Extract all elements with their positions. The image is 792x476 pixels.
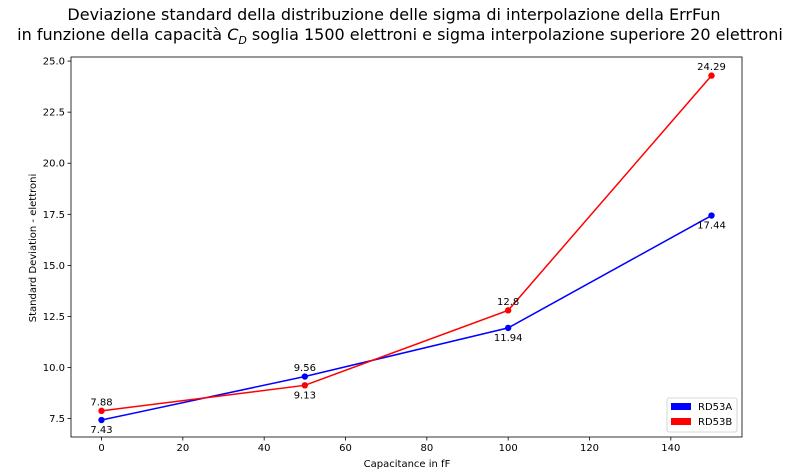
- y-tick-label: 25.0: [43, 57, 65, 68]
- x-tick-label: 40: [258, 443, 271, 454]
- y-tick-label: 12.5: [43, 312, 65, 323]
- x-tick-label: 20: [176, 443, 189, 454]
- chart-title-line2: in funzione della capacità CD soglia 150…: [17, 25, 783, 47]
- data-point-rd53a: [98, 416, 105, 424]
- data-point-rd53b: [504, 307, 512, 314]
- y-tick-label: 7.5: [49, 414, 65, 425]
- x-tick-label: 100: [499, 443, 518, 454]
- chart-title-line2-prefix: in funzione della capacità: [17, 25, 227, 44]
- data-label-rd53a: 7.43: [90, 425, 112, 436]
- y-tick-label: 22.5: [43, 108, 65, 119]
- data-point-rd53b: [98, 407, 105, 415]
- x-tick-label: 120: [580, 443, 599, 454]
- legend-label-rd53b: RD53B: [698, 417, 732, 428]
- data-label-rd53a: 11.94: [494, 333, 523, 344]
- data-label-rd53b: 9.13: [294, 390, 316, 401]
- y-axis-label: Standard Deviation - elettroni: [28, 174, 39, 323]
- series-line-rd53b: [101, 75, 713, 412]
- legend-label-rd53a: RD53A: [698, 402, 732, 413]
- legend-swatch-rd53a: [671, 403, 691, 410]
- data-point-rd53a: [301, 373, 309, 380]
- y-tick-label: 20.0: [43, 159, 65, 170]
- y-tick-label: 10.0: [43, 363, 65, 374]
- data-label-rd53b: 7.88: [90, 397, 112, 408]
- plot-area: 0 20 40 60 80 100 120 140 7.5 10.0 12.5 15.0 17.5 20.…: [43, 56, 743, 454]
- chart-title-line2-suffix: soglia 1500 elettroni e sigma interpolaz…: [247, 25, 783, 44]
- chart-title-line1: Deviazione standard della distribuzione …: [67, 5, 720, 24]
- data-label-rd53a: 9.56: [294, 363, 316, 374]
- x-tick-label: 0: [98, 443, 104, 454]
- data-point-rd53b: [301, 382, 309, 389]
- data-label-rd53b: 24.29: [697, 62, 726, 73]
- data-point-rd53a: [708, 212, 715, 219]
- chart-title-subscript: D: [238, 34, 246, 47]
- series-line-rd53a: [101, 214, 712, 421]
- plot-frame: [70, 56, 743, 438]
- y-tick-label: 17.5: [43, 210, 65, 221]
- x-tick-label: 140: [661, 443, 680, 454]
- data-point-rd53a: [504, 324, 512, 332]
- data-label-rd53a: 17.44: [697, 221, 726, 232]
- y-tick-label: 15.0: [43, 261, 65, 272]
- legend-swatch-rd53b: [671, 418, 691, 425]
- data-label-rd53b: 12.8: [497, 297, 519, 308]
- data-point-rd53b: [708, 72, 715, 79]
- chart-title-symbol: C: [227, 25, 239, 44]
- x-tick-label: 60: [339, 443, 352, 454]
- x-axis-label: Capacitance in fF: [364, 459, 451, 470]
- x-tick-label: 80: [420, 443, 433, 454]
